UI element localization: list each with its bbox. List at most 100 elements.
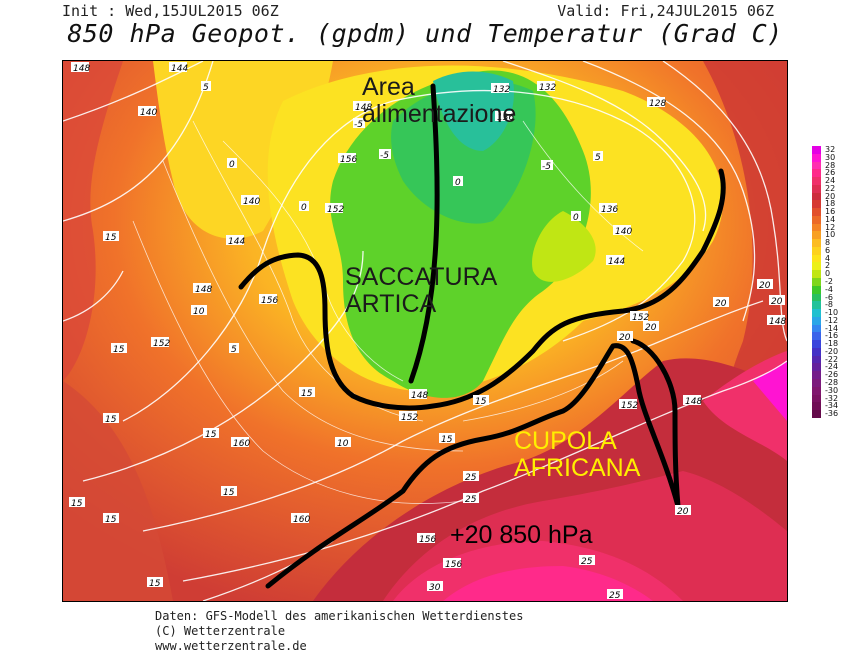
- chart-title: 850 hPa Geopot. (gpdm) und Temperatur (G…: [67, 19, 783, 48]
- svg-text:15: 15: [205, 430, 217, 440]
- geo-label: 156: [338, 153, 357, 165]
- legend-label: 28: [825, 160, 836, 170]
- legend-swatch: [812, 285, 821, 294]
- geo-label: 144: [226, 235, 245, 247]
- legend-label: -24: [825, 362, 839, 372]
- svg-text:148: 148: [355, 103, 372, 113]
- legend-row: -36: [812, 409, 850, 418]
- legend-row: -16: [812, 331, 850, 341]
- temp-label: 15: [439, 433, 455, 445]
- legend-row: -6: [812, 293, 850, 302]
- temp-label: 15: [103, 513, 119, 525]
- legend-row: 14: [812, 214, 850, 224]
- svg-text:15: 15: [71, 499, 83, 509]
- legend-row: -8: [812, 300, 850, 310]
- legend-swatch: [812, 301, 821, 310]
- temp-label: 25: [607, 589, 623, 601]
- svg-text:20: 20: [771, 297, 783, 307]
- legend-row: 2: [812, 261, 850, 270]
- legend-label: 10: [825, 230, 836, 240]
- legend-label: -16: [825, 331, 839, 341]
- svg-text:15: 15: [223, 488, 235, 498]
- legend-row: 28: [812, 160, 850, 170]
- svg-text:148: 148: [769, 317, 786, 327]
- annotation-temperature: +20 850 hPa: [450, 521, 593, 549]
- init-time: Init : Wed,15JUL2015 06Z: [62, 2, 279, 20]
- legend-swatch: [812, 200, 821, 209]
- legend-label: -28: [825, 377, 839, 387]
- legend-row: 16: [812, 207, 850, 216]
- svg-text:0: 0: [455, 178, 461, 188]
- svg-text:20: 20: [715, 299, 727, 309]
- legend-row: -28: [812, 377, 850, 387]
- svg-text:25: 25: [465, 473, 477, 483]
- legend-label: -18: [825, 339, 839, 349]
- temp-label: 15: [111, 343, 127, 355]
- legend-label: 12: [825, 222, 836, 232]
- svg-text:15: 15: [301, 389, 313, 399]
- svg-text:140: 140: [243, 197, 260, 207]
- legend-row: 6: [812, 245, 850, 255]
- legend-row: 8: [812, 238, 850, 248]
- temp-label: 25: [579, 555, 595, 567]
- svg-text:15: 15: [105, 233, 117, 243]
- legend-row: -32: [812, 393, 850, 403]
- svg-text:144: 144: [228, 237, 245, 247]
- legend-label: 26: [825, 168, 836, 178]
- legend-label: -10: [825, 308, 839, 318]
- geo-label: 144: [169, 62, 188, 74]
- legend-row: -12: [812, 315, 850, 325]
- legend-row: 0: [812, 269, 850, 278]
- temperature-labels: 0 0 -5 -5 -5 0 0 5 5 5 10 10 15 15 15 15…: [69, 81, 785, 601]
- legend-label: 8: [825, 238, 831, 248]
- svg-text:15: 15: [105, 415, 117, 425]
- legend-label: -12: [825, 315, 839, 325]
- svg-text:156: 156: [419, 535, 436, 545]
- legend-swatch: [812, 386, 821, 395]
- geo-label: 148: [193, 283, 212, 295]
- legend-label: 6: [825, 245, 831, 255]
- geo-label: 136: [599, 203, 618, 215]
- svg-text:128: 128: [649, 99, 666, 109]
- temp-label: 20: [617, 331, 633, 343]
- weather-map: 148 144 140 140 144 148 152 148 156 152 …: [62, 60, 788, 602]
- svg-text:152: 152: [632, 313, 649, 323]
- temperature-color-legend: 32 30 28 26 24 22 20 18 16 14 12 10 8 6 4 2 0 -2 -4 -6 -8 -10…: [812, 145, 850, 418]
- legend-swatch: [812, 309, 821, 317]
- temp-label: 15: [69, 497, 85, 509]
- legend-swatch: [812, 410, 821, 418]
- legend-swatch: [812, 355, 821, 364]
- temp-label: 30: [427, 581, 443, 593]
- svg-text:15: 15: [113, 345, 125, 355]
- legend-label: 4: [825, 253, 831, 263]
- legend-swatch: [812, 371, 821, 379]
- legend-row: 32: [812, 145, 850, 154]
- temp-label: 15: [203, 428, 219, 440]
- legend-swatch: [812, 332, 821, 341]
- temp-label: 15: [221, 486, 237, 498]
- legend-label: -2: [825, 277, 833, 287]
- legend-swatch: [812, 223, 821, 232]
- legend-label: -22: [825, 354, 839, 364]
- svg-text:152: 152: [621, 401, 638, 411]
- geo-label: 148: [683, 395, 702, 407]
- legend-row: 20: [812, 192, 850, 201]
- geo-label: 132: [537, 81, 556, 93]
- temp-label: 5: [593, 151, 603, 163]
- legend-label: -32: [825, 393, 839, 403]
- svg-text:140: 140: [615, 227, 632, 237]
- geo-label: 152: [630, 311, 649, 323]
- annotation-arctic-trough: SACCATURA ARTICA: [345, 263, 498, 318]
- legend-swatch: [812, 378, 821, 387]
- svg-text:136: 136: [497, 113, 514, 123]
- legend-label: 14: [825, 214, 836, 224]
- svg-text:30: 30: [429, 583, 441, 593]
- legend-swatch: [812, 169, 821, 178]
- legend-row: 12: [812, 222, 850, 232]
- svg-text:152: 152: [401, 413, 418, 423]
- legend-row: -22: [812, 354, 850, 364]
- legend-row: -24: [812, 362, 850, 372]
- legend-row: -10: [812, 308, 850, 318]
- legend-swatch: [812, 246, 821, 255]
- legend-row: -30: [812, 386, 850, 395]
